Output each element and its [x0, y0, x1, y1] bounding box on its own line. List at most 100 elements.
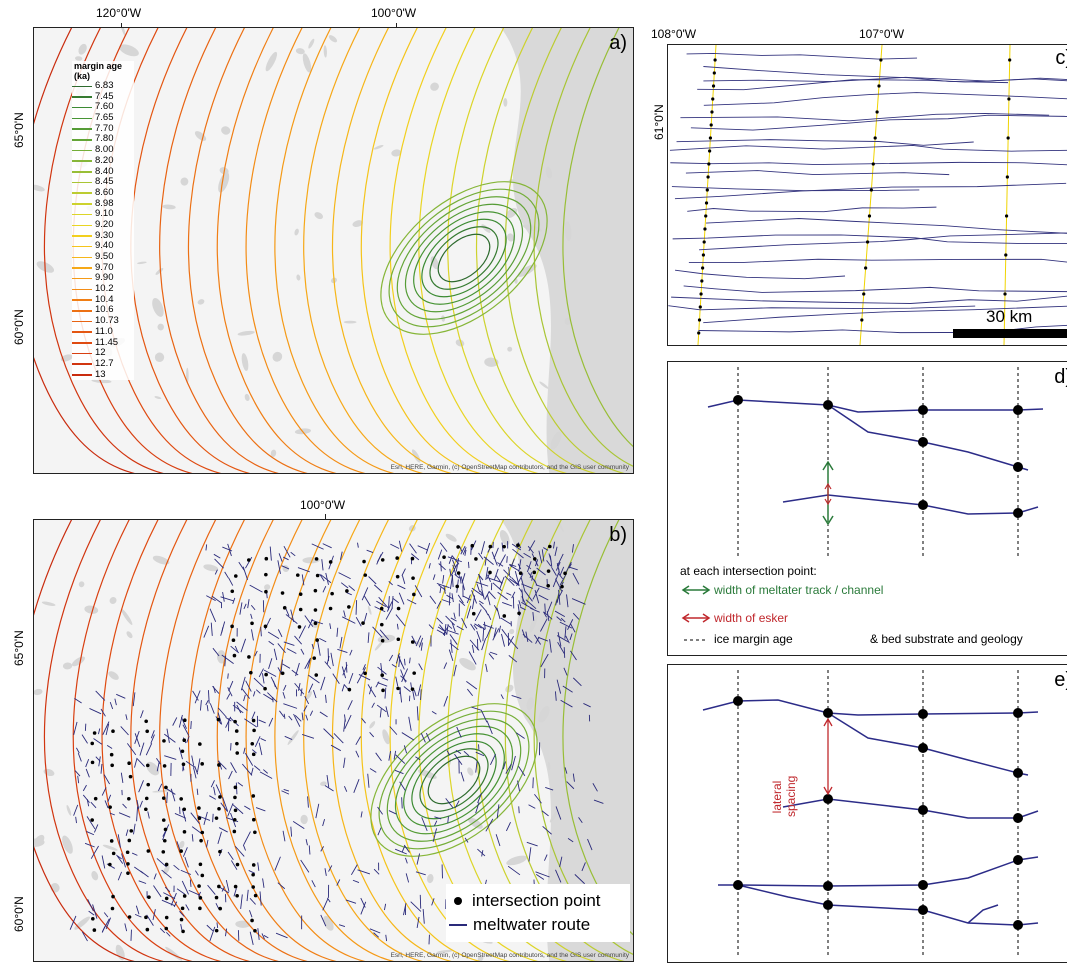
meltwater-route — [309, 845, 310, 854]
meltwater-route — [684, 286, 1067, 293]
meltwater-route — [339, 573, 351, 579]
meltwater-route — [249, 910, 252, 917]
intersection-point — [250, 919, 254, 923]
meltwater-route — [502, 602, 512, 606]
intersection-point — [236, 863, 240, 867]
intersection-point — [215, 816, 219, 820]
meltwater-route — [342, 685, 344, 691]
intersection-point — [181, 749, 185, 753]
diagram-panel-e: e) lateral spacing — [667, 664, 1067, 963]
scale-bar-label: 30 km — [986, 307, 1032, 327]
meltwater-route — [213, 686, 219, 693]
meltwater-route — [308, 675, 319, 683]
lake-shape — [108, 596, 118, 606]
meltwater-route — [278, 629, 282, 636]
meltwater-route — [283, 692, 285, 698]
meltwater-route — [126, 714, 127, 720]
lake-shape — [240, 353, 249, 372]
meltwater-route — [240, 602, 242, 614]
meltwater-route — [320, 712, 328, 717]
intersection-point — [252, 729, 256, 733]
intersection-point — [199, 839, 203, 843]
legend-swatch — [72, 171, 92, 173]
meltwater-route — [121, 773, 123, 783]
meltwater-route — [451, 639, 452, 652]
meltwater-route — [291, 827, 292, 837]
intersection-point — [1013, 462, 1023, 472]
lat-label-65n: 65°0'N — [12, 112, 26, 148]
meltwater-route — [74, 722, 77, 735]
meltwater-route — [429, 563, 430, 568]
intersection-point — [412, 671, 416, 675]
meltwater-route — [501, 634, 504, 647]
lake-shape — [90, 870, 99, 881]
meltwater-route — [402, 569, 406, 576]
meltwater-route — [364, 613, 366, 622]
intersection-point — [128, 915, 132, 919]
meltwater-route — [367, 550, 373, 552]
meltwater-route — [251, 605, 255, 610]
lake-shape — [344, 321, 357, 324]
meltwater-route — [252, 750, 256, 754]
intersection-point — [918, 405, 928, 415]
meltwater-route — [397, 585, 405, 589]
intersection-point — [870, 188, 873, 191]
meltwater-route — [544, 855, 547, 861]
intersection-point — [281, 591, 285, 595]
intersection-point — [250, 621, 254, 625]
meltwater-route — [699, 231, 1067, 249]
ice-margin-contour — [387, 716, 522, 845]
intersection-point — [442, 555, 446, 559]
intersection-point — [874, 136, 877, 139]
meltwater-route — [433, 574, 435, 579]
intersection-point — [299, 608, 303, 612]
meltwater-route — [147, 915, 154, 926]
meltwater-route — [506, 822, 510, 831]
meltwater-route — [323, 819, 325, 826]
intersection-point — [234, 809, 238, 813]
meltwater-route — [417, 706, 418, 720]
meltwater-route — [483, 627, 484, 641]
ice-margin-contour — [131, 28, 349, 473]
meltwater-route — [342, 666, 345, 678]
legend-row: 8.60 — [72, 188, 134, 199]
meltwater-route — [140, 801, 143, 808]
meltwater-route — [675, 270, 845, 279]
lake-shape — [43, 768, 56, 778]
ice-margin-contour — [44, 520, 262, 961]
meltwater-route — [448, 631, 459, 635]
meltwater-route — [160, 928, 165, 933]
meltwater-route — [165, 887, 170, 892]
meltwater-route — [409, 717, 412, 731]
meltwater-route — [501, 694, 503, 699]
map-panel-b: b) intersection point meltwater route Es… — [33, 519, 634, 962]
meltwater-route — [323, 586, 326, 592]
meltwater-route — [228, 673, 229, 678]
lake-shape — [244, 393, 250, 401]
intersection-point — [457, 571, 461, 575]
intersection-point — [146, 928, 150, 932]
meltwater-route — [91, 802, 96, 808]
meltwater-route — [135, 914, 141, 917]
meltwater-route — [346, 662, 347, 673]
lon-label-100w-b: 100°0'W — [300, 498, 345, 512]
lake-shape — [78, 581, 85, 588]
intersection-point — [1013, 405, 1023, 415]
meltwater-route — [430, 596, 436, 604]
ice-margin-contour — [102, 520, 320, 961]
meltwater-route — [151, 735, 155, 744]
map-c-canvas — [668, 45, 1067, 345]
meltwater-route — [116, 855, 122, 864]
meltwater-route — [244, 604, 246, 609]
intersection-point — [165, 863, 169, 867]
meltwater-route — [376, 682, 379, 688]
intersection-point — [251, 885, 255, 889]
intersection-point — [709, 136, 712, 139]
intersection-point — [129, 775, 133, 779]
meltwater-route — [260, 891, 261, 905]
intersection-point — [162, 739, 166, 743]
meltwater-route — [677, 140, 974, 146]
dash-legend-text: ice margin age — [714, 632, 793, 646]
lake-shape — [264, 51, 280, 73]
meltwater-route — [251, 629, 253, 640]
